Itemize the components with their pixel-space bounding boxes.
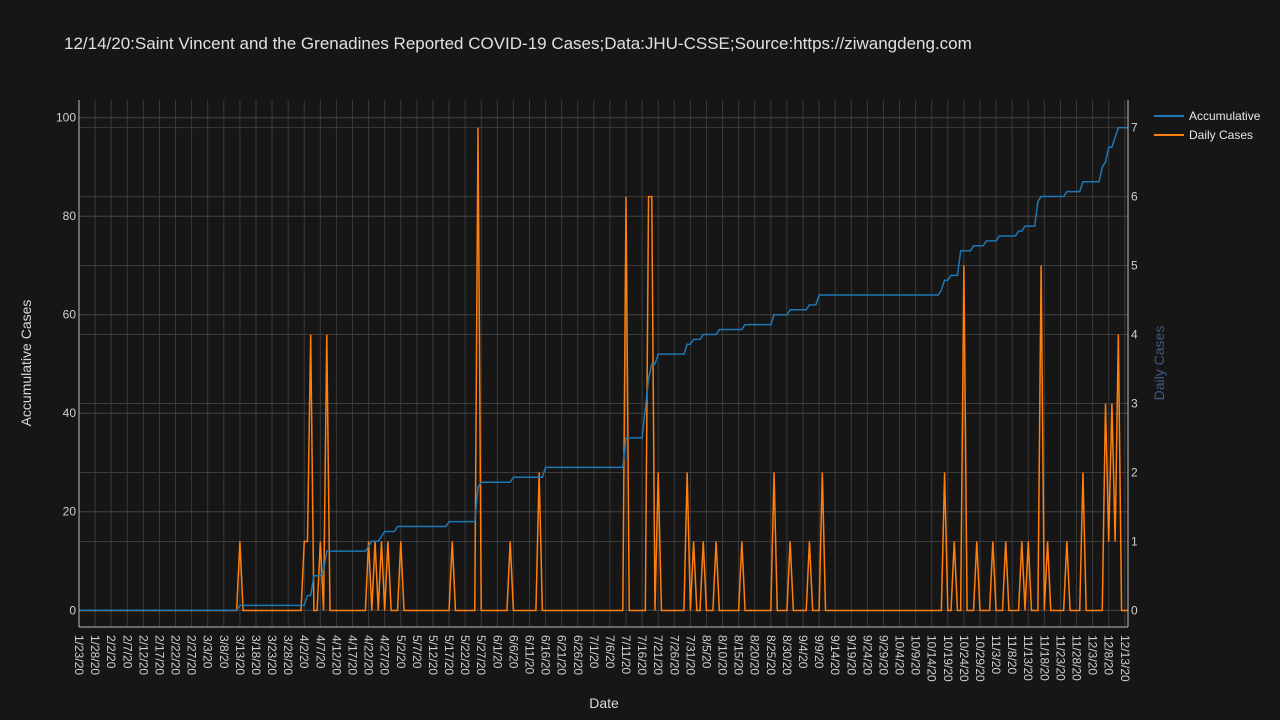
- x-tick-label: 8/30/20: [780, 635, 794, 675]
- series-line-accumulative: [79, 126, 1128, 611]
- x-tick-label: 6/16/20: [539, 635, 553, 675]
- legend-label-daily: Daily Cases: [1189, 127, 1254, 142]
- y-axis-title: Accumulative Cases: [18, 300, 34, 427]
- x-tick-label: 10/29/20: [973, 635, 987, 682]
- x-tick-label: 6/1/20: [490, 635, 504, 669]
- x-tick-label: 11/8/20: [1005, 635, 1019, 674]
- x-tick-label: 3/23/20: [265, 635, 279, 675]
- legend: Accumulative Daily Cases: [1154, 106, 1260, 144]
- x-tick-label: 11/28/20: [1070, 635, 1084, 681]
- y-tick-label: 20: [63, 505, 77, 519]
- y-tick-label: 60: [63, 308, 77, 322]
- x-tick-label: 9/9/20: [812, 635, 826, 669]
- x-tick-label: 12/8/20: [1102, 635, 1116, 675]
- x-tick-label: 4/7/20: [313, 635, 327, 669]
- x-tick-label: 7/16/20: [635, 635, 649, 675]
- x-tick-label: 5/17/20: [442, 635, 456, 675]
- y2-tick-label: 3: [1131, 397, 1138, 411]
- legend-label-accumulative: Accumulative: [1189, 108, 1261, 123]
- x-tick-label: 12/13/20: [1118, 635, 1132, 682]
- x-tick-label: 7/26/20: [667, 635, 681, 675]
- y2-axis-title: Daily Cases: [1151, 326, 1167, 401]
- y-tick-label: 40: [63, 406, 77, 420]
- x-tick-label: 6/11/20: [522, 635, 536, 674]
- axes-layer: 1/23/20 1/28/20 2/2/20 2/7/20 2/12/20 2/17/20…: [56, 100, 1138, 682]
- x-tick-label: 4/12/20: [329, 635, 343, 675]
- x-tick-label: 7/21/20: [651, 635, 665, 675]
- y2-tick-label: 4: [1131, 328, 1138, 342]
- x-tick-label: 8/15/20: [732, 635, 746, 675]
- x-tick-label: 7/11/20: [619, 635, 633, 674]
- y-tick-label: 0: [69, 603, 76, 617]
- legend-swatch-daily: [1154, 133, 1184, 136]
- x-tick-label: 10/14/20: [925, 635, 939, 682]
- x-tick-label: 4/27/20: [378, 635, 392, 675]
- x-tick-label: 1/28/20: [88, 635, 102, 675]
- x-tick-label: 2/2/20: [104, 635, 118, 669]
- y2-tick-label: 5: [1131, 259, 1138, 273]
- legend-swatch-accumulative: [1154, 114, 1184, 117]
- x-tick-label: 2/7/20: [120, 635, 134, 669]
- x-tick-label: 5/7/20: [410, 635, 424, 669]
- x-tick-label: 9/4/20: [796, 635, 810, 669]
- y2-tick-label: 6: [1131, 190, 1138, 204]
- x-tick-label: 5/22/20: [458, 635, 472, 675]
- x-tick-label: 8/5/20: [699, 635, 713, 669]
- x-tick-label: 2/22/20: [169, 635, 183, 675]
- series-layer: [79, 126, 1128, 612]
- x-tick-label: 7/31/20: [683, 635, 697, 675]
- x-tick-label: 2/17/20: [152, 635, 166, 675]
- x-tick-label: 6/26/20: [571, 635, 585, 675]
- x-tick-label: 11/13/20: [1021, 635, 1035, 681]
- y2-tick-label: 7: [1131, 121, 1138, 135]
- x-tick-label: 2/27/20: [185, 635, 199, 675]
- grid-layer: [78, 100, 1128, 627]
- x-tick-label: 4/2/20: [297, 635, 311, 669]
- x-tick-label: 3/13/20: [233, 635, 247, 675]
- x-tick-label: 8/20/20: [748, 635, 762, 675]
- y-tick-label: 80: [63, 209, 77, 223]
- x-tick-label: 9/24/20: [860, 635, 874, 675]
- x-tick-label: 10/4/20: [893, 635, 907, 675]
- legend-item-daily[interactable]: Daily Cases: [1154, 125, 1260, 144]
- x-tick-label: 12/3/20: [1086, 635, 1100, 675]
- x-tick-label: 9/29/20: [876, 635, 890, 675]
- x-tick-label: 7/6/20: [603, 635, 617, 669]
- y2-tick-label: 0: [1131, 603, 1138, 617]
- x-tick-label: 7/1/20: [587, 635, 601, 669]
- x-tick-label: 8/10/20: [716, 635, 730, 675]
- x-tick-label: 9/19/20: [844, 635, 858, 675]
- x-tick-label: 3/8/20: [217, 635, 231, 669]
- x-tick-label: 3/18/20: [249, 635, 263, 675]
- y-tick-label: 100: [56, 111, 76, 125]
- series-line-daily-cases: [79, 127, 1128, 612]
- x-tick-label: 4/17/20: [346, 635, 360, 675]
- x-tick-label: 10/9/20: [909, 635, 923, 675]
- x-tick-label: 2/12/20: [136, 635, 150, 675]
- x-tick-label: 1/23/20: [72, 635, 86, 675]
- x-tick-label: 5/27/20: [474, 635, 488, 675]
- legend-item-accumulative[interactable]: Accumulative: [1154, 106, 1260, 125]
- chart-title: 12/14/20:Saint Vincent and the Grenadine…: [64, 34, 972, 53]
- x-tick-label: 10/24/20: [957, 635, 971, 682]
- x-tick-label: 6/21/20: [555, 635, 569, 675]
- x-tick-label: 11/23/20: [1053, 635, 1067, 681]
- x-axis-title: Date: [589, 695, 619, 711]
- y2-tick-label: 2: [1131, 465, 1138, 479]
- x-tick-label: 6/6/20: [506, 635, 520, 669]
- x-tick-label: 8/25/20: [764, 635, 778, 675]
- x-tick-label: 5/12/20: [426, 635, 440, 675]
- y2-tick-label: 1: [1131, 534, 1138, 548]
- x-tick-label: 9/14/20: [828, 635, 842, 675]
- x-tick-label: 3/28/20: [281, 635, 295, 675]
- x-tick-label: 4/22/20: [362, 635, 376, 675]
- x-tick-label: 5/2/20: [394, 635, 408, 669]
- x-tick-label: 11/3/20: [989, 635, 1003, 674]
- x-tick-label: 11/18/20: [1037, 635, 1051, 681]
- x-tick-label: 10/19/20: [941, 635, 955, 682]
- x-tick-label: 3/3/20: [201, 635, 215, 669]
